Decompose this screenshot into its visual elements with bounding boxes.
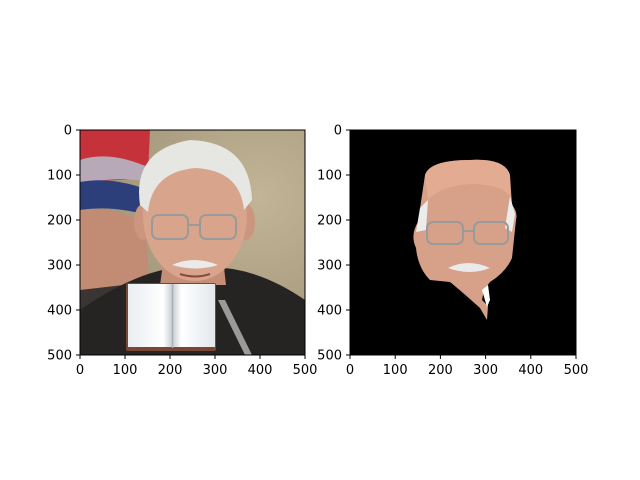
- x-tick-label-right-0: 0: [346, 363, 354, 378]
- y-tick-label-right-1: 100: [317, 169, 342, 184]
- y-tick-label-left-4: 400: [47, 304, 72, 319]
- x-tick-label-right-4: 400: [518, 363, 543, 378]
- left-axes-frame: [79, 129, 306, 356]
- y-tick-label-right-3: 300: [317, 259, 342, 274]
- x-tick-label-right-5: 500: [564, 363, 589, 378]
- microphone: [218, 300, 252, 355]
- y-tick-label-left-2: 200: [47, 214, 72, 229]
- hair: [139, 140, 252, 212]
- open-book: [126, 283, 216, 351]
- y-tick-label-left-0: 0: [64, 124, 72, 139]
- x-tick-label-left-0: 0: [76, 363, 84, 378]
- segmented-face: [413, 159, 517, 320]
- x-tick-label-left-3: 300: [203, 363, 228, 378]
- x-tick-label-left-4: 400: [248, 363, 273, 378]
- x-tick-label-right-2: 200: [428, 363, 453, 378]
- x-tick-label-right-3: 300: [473, 363, 498, 378]
- left-axis-ticks: 0 100 200 300 400 500 0 100 200 300 400 500: [47, 124, 317, 379]
- right-axes-frame: [349, 129, 577, 356]
- glasses: [151, 214, 237, 240]
- x-tick-label-left-2: 200: [158, 363, 183, 378]
- right-image-panel: [350, 130, 576, 355]
- y-tick-label-right-4: 400: [317, 304, 342, 319]
- x-tick-label-left-1: 100: [113, 363, 138, 378]
- y-tick-label-left-1: 100: [47, 169, 72, 184]
- y-tick-label-left-5: 500: [47, 349, 72, 364]
- x-tick-label-right-1: 100: [383, 363, 408, 378]
- x-tick-label-left-5: 500: [293, 363, 318, 378]
- right-axis-ticks: 0 100 200 300 400 500 0 100 200 300 400 500: [317, 124, 588, 379]
- y-tick-label-right-2: 200: [317, 214, 342, 229]
- left-image-panel: [80, 130, 305, 355]
- y-tick-label-right-5: 500: [317, 349, 342, 364]
- y-tick-label-right-0: 0: [334, 124, 342, 139]
- moustache: [172, 260, 218, 269]
- face: [143, 149, 247, 281]
- y-tick-label-left-3: 300: [47, 259, 72, 274]
